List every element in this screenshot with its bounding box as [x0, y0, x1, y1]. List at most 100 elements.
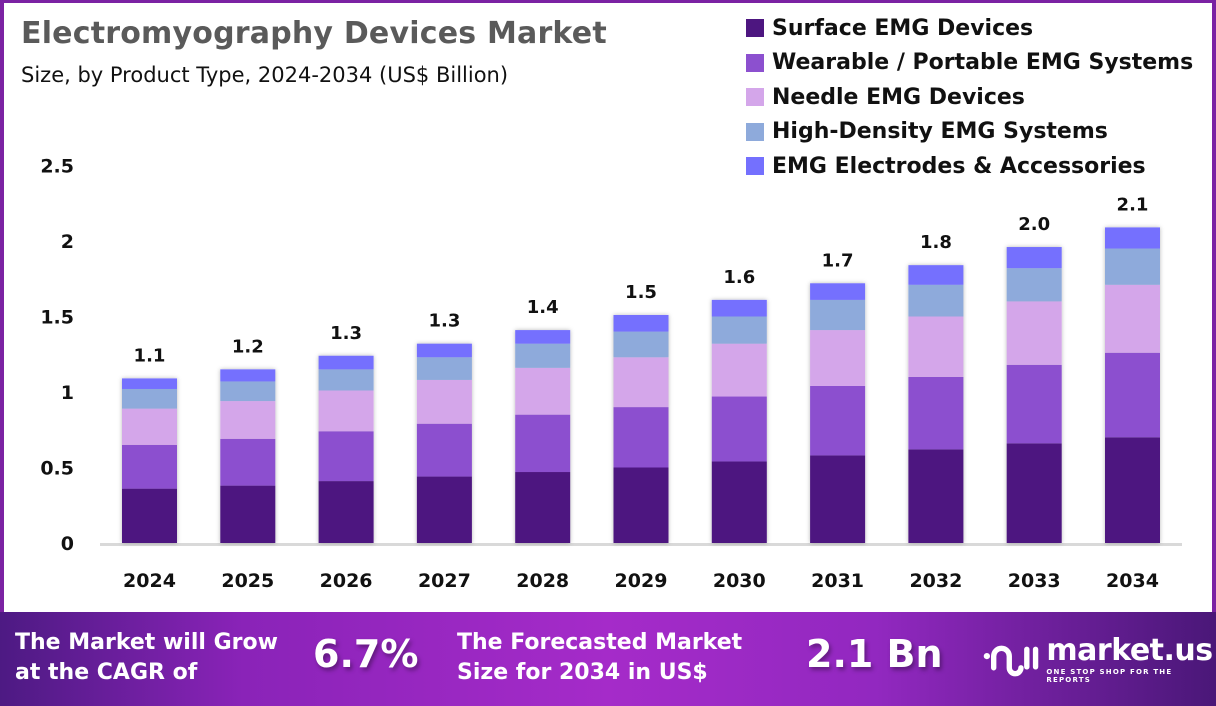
cagr-value: 6.7%: [313, 632, 419, 676]
bar-total-label: 2.1: [1117, 194, 1149, 215]
bar-segment: [318, 369, 374, 391]
bar-segment: [220, 485, 276, 543]
x-tick-label: 2028: [516, 570, 569, 592]
legend-swatch: [746, 157, 764, 176]
y-tick-label: 0: [61, 533, 74, 555]
bar-segment: [810, 299, 866, 331]
bar-segment: [416, 423, 472, 477]
bar-segment: [613, 407, 669, 468]
legend-swatch: [746, 53, 764, 72]
y-tick-label: 0.5: [40, 458, 74, 480]
x-axis: 2024 2025 2026 2027 2028 2029 2030 2031 2032 2033…: [123, 570, 1159, 592]
stacked-bar-chart: 0 0.5 1 1.5 2 2.5 2024 2025 2026 2027 2028 2029 203…: [40, 156, 1182, 592]
bar-segment: [613, 331, 669, 358]
legend-item-wearable-emg: Wearable / Portable EMG Systems: [746, 46, 1193, 81]
bar-stack-2031: [810, 283, 866, 543]
bar-segment: [416, 343, 472, 358]
y-axis: 0 0.5 1 1.5 2 2.5: [40, 156, 74, 556]
legend-label: High-Density EMG Systems: [772, 119, 1108, 145]
chart-title: Electromyography Devices Market: [21, 16, 607, 51]
x-tick-label: 2026: [320, 570, 373, 592]
bar-segment: [122, 444, 177, 489]
bar-stack-2028: [515, 330, 571, 543]
bar-stack-2024: [122, 378, 177, 543]
bars: [122, 227, 1160, 543]
bar-stack-2030: [711, 299, 767, 543]
bar-segment: [416, 357, 472, 380]
legend-item-surface-emg: Surface EMG Devices: [746, 11, 1193, 46]
bar-segment: [711, 461, 767, 543]
bar-segment: [122, 488, 177, 543]
y-tick-label: 1.5: [40, 307, 74, 329]
bar-segment: [515, 414, 571, 473]
bar-segment: [1105, 437, 1160, 543]
legend-swatch: [746, 122, 764, 141]
x-tick-label: 2032: [909, 570, 962, 592]
bar-segment: [613, 467, 669, 543]
legend-label: Surface EMG Devices: [772, 15, 1034, 41]
bar-total-label: 1.4: [527, 297, 559, 318]
legend-item-needle-emg: Needle EMG Devices: [746, 80, 1193, 115]
bar-stack-2032: [908, 265, 964, 543]
x-tick-label: 2027: [418, 570, 471, 592]
bar-stack-2027: [416, 343, 472, 543]
bar-segment: [810, 330, 866, 386]
summary-banner: The Market will Grow at the CAGR of 6.7%…: [0, 612, 1216, 706]
x-tick-label: 2025: [221, 570, 274, 592]
bar-segment: [122, 388, 177, 409]
y-tick-label: 2.5: [40, 156, 74, 178]
bar-total-label: 1.1: [134, 345, 166, 366]
bar-stack-2029: [613, 314, 669, 543]
bar-stack-2025: [220, 369, 276, 543]
bar-segment: [908, 284, 964, 317]
bar-segment: [515, 472, 571, 543]
bar-segment: [711, 396, 767, 462]
bar-segment: [220, 369, 276, 382]
bar-stack-2034: [1105, 227, 1160, 543]
bar-segment: [1105, 352, 1160, 438]
bar-segment: [122, 378, 177, 389]
bar-segment: [515, 330, 571, 344]
bar-segment: [416, 476, 472, 543]
bar-stack-2033: [1006, 247, 1062, 543]
bar-segment: [908, 265, 964, 285]
forecast-caption: The Forecasted Market Size for 2034 in U…: [457, 628, 742, 688]
bar-segment: [711, 343, 767, 397]
bar-segment: [220, 401, 276, 439]
bar-segment: [908, 316, 964, 377]
x-tick-label: 2031: [811, 570, 864, 592]
bar-segment: [1006, 443, 1062, 543]
bar-segment: [1105, 284, 1160, 353]
chart-subtitle: Size, by Product Type, 2024-2034 (US$ Bi…: [21, 63, 509, 87]
bar-segment: [908, 449, 964, 543]
forecast-value: 2.1 Bn: [806, 632, 943, 676]
bar-segment: [515, 367, 571, 415]
market-us-logo: market.us ONE STOP SHOP FOR THE REPORTS: [982, 636, 1216, 684]
bar-total-label: 1.3: [428, 311, 460, 332]
legend-swatch: [746, 88, 764, 107]
legend-item-electrodes-accessories: EMG Electrodes & Accessories: [746, 149, 1193, 184]
bar-total-label: 1.6: [723, 267, 755, 288]
bar-total-label: 1.2: [232, 336, 264, 357]
y-tick-label: 1: [61, 382, 74, 404]
legend-label: EMG Electrodes & Accessories: [772, 153, 1146, 179]
logo-text: market.us ONE STOP SHOP FOR THE REPORTS: [1046, 636, 1216, 685]
bar-segment: [318, 481, 374, 543]
bar-segment: [1105, 227, 1160, 249]
cagr-caption-line1: The Market will Grow: [15, 630, 278, 655]
bar-segment: [220, 438, 276, 486]
forecast-caption-line1: The Forecasted Market: [457, 630, 743, 655]
cagr-caption: The Market will Grow at the CAGR of: [15, 628, 278, 688]
x-tick-label: 2024: [123, 570, 176, 592]
bar-segment: [711, 316, 767, 344]
forecast-caption-line2: Size for 2034 in US$: [457, 660, 708, 685]
bar-total-label: 1.3: [330, 323, 362, 344]
y-tick-label: 2: [61, 231, 74, 253]
x-tick-label: 2030: [713, 570, 766, 592]
bar-segment: [1006, 301, 1062, 365]
bar-segment: [1105, 248, 1160, 285]
bar-segment: [318, 431, 374, 482]
legend-swatch: [746, 19, 764, 38]
x-tick-label: 2034: [1106, 570, 1159, 592]
bar-segment: [810, 385, 866, 456]
